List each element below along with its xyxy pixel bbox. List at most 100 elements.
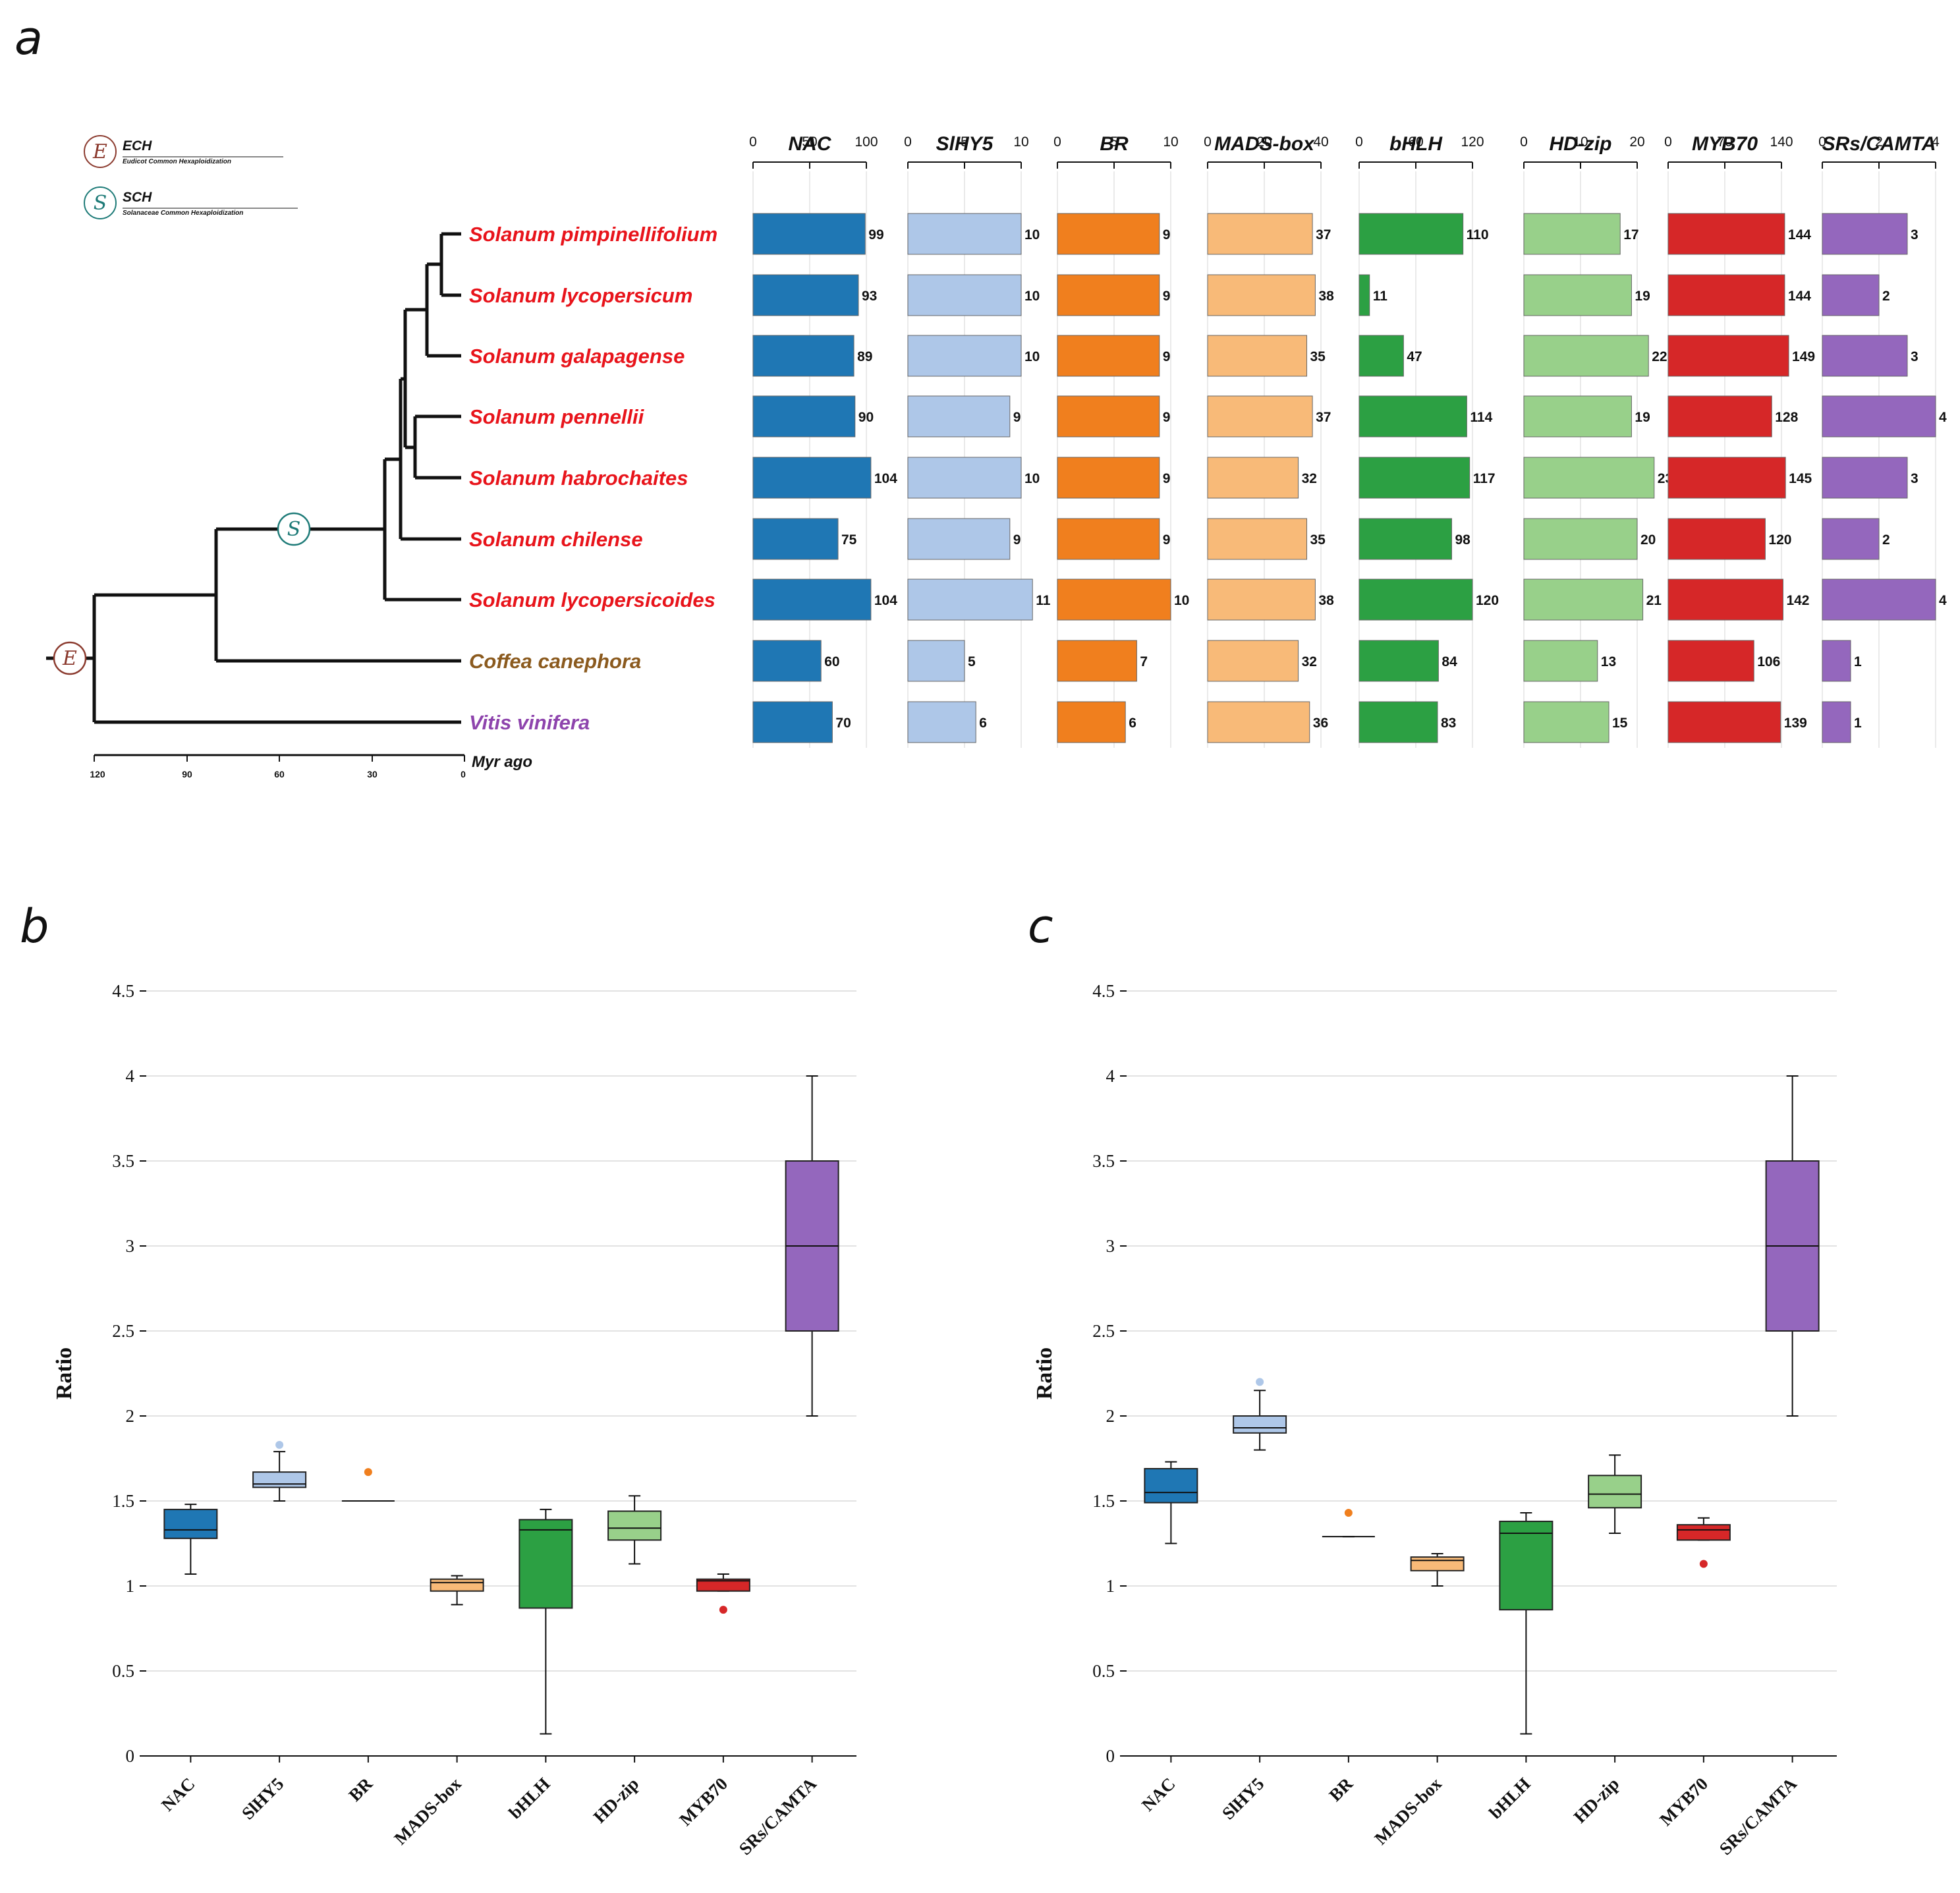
bar [1822, 335, 1908, 377]
bar-value-label: 2 [1882, 289, 1890, 304]
bar-value-label: 38 [1318, 289, 1334, 304]
bar [1523, 457, 1655, 499]
bar-value-label: 6 [1129, 716, 1136, 731]
bar-value-label: 139 [1784, 716, 1807, 731]
bar-value-label: 10 [1024, 471, 1040, 486]
box-outlier [719, 1606, 727, 1614]
bar [1358, 395, 1467, 438]
bar [1358, 640, 1439, 682]
bar-axis-tick-label: 40 [1313, 134, 1328, 150]
bar-value-label: 83 [1441, 716, 1456, 731]
bar-axis-tick-label: 70 [1717, 134, 1732, 150]
bar-axis-tick-label: 0 [1664, 134, 1672, 150]
bar-value-label: 19 [1635, 289, 1650, 304]
species-label: Vitis vinifera [469, 711, 590, 734]
bar-axis-tick-label: 0 [1204, 134, 1212, 150]
tree-branch [92, 593, 461, 724]
bar-value-label: 11 [1036, 593, 1051, 608]
bar-value-label: 120 [1476, 593, 1499, 608]
sch-legend-icon [84, 186, 117, 219]
bar-value-label: 149 [1792, 349, 1815, 364]
bar-value-label: 17 [1623, 227, 1638, 242]
bar-value-label: 10 [1024, 227, 1040, 242]
bar-axis-tick-label: 2 [1875, 134, 1883, 150]
bar [1358, 274, 1370, 316]
bar [1207, 640, 1299, 682]
bar [1523, 701, 1610, 743]
bar [1207, 395, 1313, 438]
bar [752, 701, 833, 743]
boxplot-panel-b: 0 0.5 1 1.5 2 2.5 3 3.5 4 4.5 Ratio NAC SlHY5 BR MADS-… [52, 981, 856, 1859]
bar-value-label: 89 [857, 349, 872, 364]
bar-axis-tick-label: 140 [1770, 134, 1793, 150]
bar-chart-myb70: MYB70 0 70 140 144 144 149 128 145 120 142 106 139 [1664, 133, 1815, 748]
bar-value-label: 9 [1163, 471, 1171, 486]
box-iqr [1588, 1475, 1642, 1509]
species-label: Solanum galapagense [469, 345, 685, 368]
box-iqr [1499, 1520, 1554, 1611]
time-tick: 120 [90, 769, 105, 779]
bar-value-label: 38 [1318, 593, 1334, 608]
box-x-tick-label: bHLH [505, 1774, 553, 1822]
bar [1667, 213, 1785, 255]
ech-event-symbol: E [62, 647, 77, 670]
bar [1667, 579, 1783, 621]
bar [1667, 457, 1786, 499]
bar-value-label: 145 [1789, 471, 1812, 486]
bar [1207, 335, 1307, 377]
bar-value-label: 1 [1854, 654, 1862, 669]
box-y-axis-label: Ratio [1032, 1347, 1057, 1399]
box-y-tick-label: 3 [1106, 1236, 1115, 1256]
time-axis-label: Myr ago [472, 753, 532, 771]
bar-axis-tick-label: 0 [904, 134, 912, 150]
bar [907, 213, 1022, 255]
bar [1667, 640, 1754, 682]
bar [1822, 213, 1908, 255]
bar [752, 518, 839, 560]
box-y-tick-label: 2.5 [112, 1321, 134, 1341]
bar-axis-tick-label: 10 [1573, 134, 1588, 150]
box-y-axis-label: Ratio [52, 1347, 76, 1399]
bar [1057, 395, 1160, 438]
bar-axis-tick-label: 10 [1163, 134, 1178, 150]
bar [1358, 701, 1438, 743]
bar-axis-tick-label: 60 [1408, 134, 1423, 150]
species-label: Coffea canephora [469, 650, 641, 673]
box-x-tick-label: MYB70 [675, 1774, 731, 1830]
bar-axis-tick-label: 4 [1932, 134, 1940, 150]
bar-value-label: 9 [1013, 410, 1021, 425]
bar [752, 457, 872, 499]
bar-axis-tick-label: 10 [1013, 134, 1028, 150]
bar-value-label: 128 [1775, 410, 1798, 425]
boxplot-panel-c: 0 0.5 1 1.5 2 2.5 3 3.5 4 4.5 Ratio NAC SlHY5 BR MADS-… [1032, 981, 1837, 1859]
bar-value-label: 47 [1407, 349, 1422, 364]
tree-branch [399, 377, 461, 541]
bar [1523, 274, 1632, 316]
tree-branch [425, 262, 461, 358]
bar [1057, 518, 1160, 560]
bar-chart-title: SlHY5 [936, 133, 994, 155]
bar-value-label: 104 [874, 593, 897, 608]
bar [1667, 518, 1766, 560]
bar-chart-br: BR 0 5 10 9 9 9 9 9 9 10 7 6 [1053, 133, 1189, 748]
bar [1358, 335, 1404, 377]
bar-axis-tick-label: 0 [1520, 134, 1528, 150]
bar-value-label: 32 [1302, 471, 1317, 486]
box-y-tick-label: 4.5 [1092, 981, 1115, 1001]
sch-event-symbol: S [287, 518, 301, 541]
bar [752, 213, 866, 255]
box-y-tick-label: 0 [126, 1746, 135, 1766]
bar [1358, 579, 1473, 621]
bar-axis-tick-label: 20 [1256, 134, 1272, 150]
box-iqr [696, 1578, 750, 1592]
bar [1057, 274, 1160, 316]
tree-branch [383, 457, 461, 602]
tree-branch [214, 527, 461, 663]
time-axis: 120 90 60 30 0 Myr ago [90, 753, 532, 779]
bar-chart-title: SRs/CAMTA [1822, 133, 1936, 155]
bar-value-label: 117 [1473, 471, 1496, 486]
bar-value-label: 90 [858, 410, 874, 425]
bar-value-label: 36 [1313, 716, 1328, 731]
bar-value-label: 10 [1024, 289, 1040, 304]
